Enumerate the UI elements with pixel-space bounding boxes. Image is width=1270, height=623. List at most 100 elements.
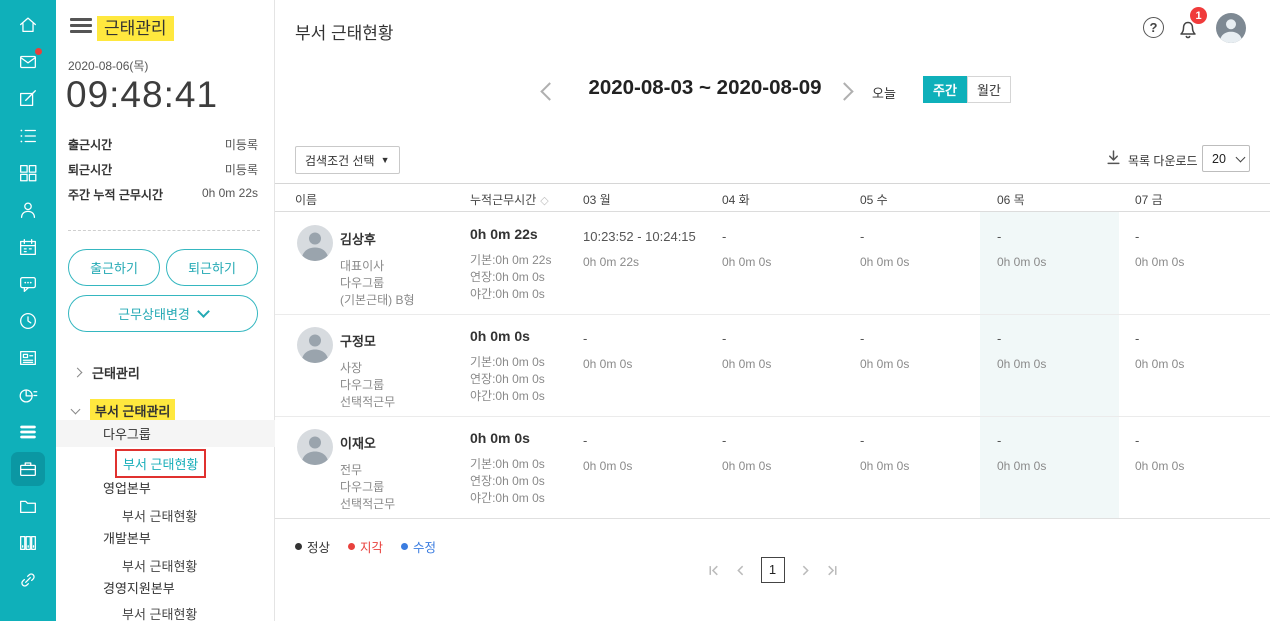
- current-time-clock: 09:48:41: [66, 74, 219, 115]
- employee-avatar: [297, 429, 333, 465]
- home-icon[interactable]: [16, 13, 40, 37]
- user-icon[interactable]: [16, 198, 40, 222]
- col-mon: 03 월: [583, 193, 611, 207]
- today-column-highlight: [980, 212, 1119, 518]
- current-date: 2020-08-06(목): [68, 59, 149, 73]
- employee-meta: 전무 다우그룹 선택적근무: [340, 463, 396, 511]
- tree-section-dept-attendance[interactable]: 부서 근태관리: [70, 399, 176, 422]
- download-icon[interactable]: [1105, 149, 1122, 171]
- apps-grid-icon[interactable]: [16, 161, 40, 185]
- hamburger-menu-icon[interactable]: [70, 18, 92, 34]
- col-thu: 06 목: [997, 193, 1025, 207]
- prev-week-chevron-icon[interactable]: [540, 82, 559, 101]
- employee-name[interactable]: 이재오: [340, 436, 376, 451]
- day-cell-time: -: [997, 331, 1002, 346]
- app-icon-rail: [0, 0, 56, 621]
- page-title: 부서 근태현황: [295, 24, 394, 43]
- day-cell-time: -: [1135, 331, 1140, 346]
- day-cell-time: -: [1135, 433, 1140, 448]
- day-cell-time: -: [997, 433, 1002, 448]
- today-button[interactable]: 오늘: [872, 86, 896, 101]
- main-content: 부서 근태현황 ? 1 2020-08-03 ~ 2020-08-09 오늘 주…: [275, 0, 1270, 621]
- table-row: 이재오 전무 다우그룹 선택적근무 0h 0m 0s 기본:0h 0m 0s 연장:0…: [275, 416, 1270, 519]
- col-tue: 04 화: [722, 193, 750, 207]
- tree-section-attendance[interactable]: 근태관리: [72, 363, 140, 382]
- employee-name[interactable]: 김상후: [340, 232, 376, 247]
- table-row: 김상후 대표이사 다우그룹 (기본근태) B형 0h 0m 22s 기본:0h 0m…: [275, 212, 1270, 315]
- employee-avatar: [297, 225, 333, 261]
- check-in-button[interactable]: 출근하기: [68, 249, 160, 286]
- clock-icon[interactable]: [16, 309, 40, 333]
- work-status-change-button[interactable]: 근무상태변경: [68, 295, 258, 332]
- employee-meta: 사장 다우그룹 선택적근무: [340, 361, 396, 409]
- day-cell-time: -: [860, 229, 865, 244]
- panel-title: 근태관리: [97, 14, 174, 41]
- tree-group-mgmt-support-hq[interactable]: 경영지원본부: [103, 581, 175, 596]
- menu-bars-icon[interactable]: [16, 420, 40, 444]
- col-name: 이름: [295, 193, 318, 207]
- tree-group-daou-group[interactable]: 다우그룹: [56, 420, 275, 447]
- worktime-breakdown: 기본:0h 0m 0s 연장:0h 0m 0s 야간:0h 0m 0s: [470, 355, 545, 403]
- first-page-icon[interactable]: [707, 564, 720, 577]
- day-cell-total: 0h 0m 0s: [722, 357, 772, 371]
- legend-normal: 정상: [295, 537, 330, 556]
- tree-group-dev-hq[interactable]: 개발본부: [103, 531, 151, 546]
- archive-icon[interactable]: [16, 531, 40, 555]
- profile-avatar[interactable]: [1216, 13, 1246, 43]
- tree-leaf-dept-status-sales[interactable]: 부서 근태현황: [122, 509, 198, 524]
- report-pie-icon[interactable]: [16, 383, 40, 407]
- employee-meta: 대표이사 다우그룹 (기본근태) B형: [340, 259, 415, 307]
- folder-icon[interactable]: [16, 494, 40, 518]
- view-week-button[interactable]: 주간: [923, 76, 967, 103]
- board-icon[interactable]: [16, 346, 40, 370]
- day-cell-total: 0h 0m 0s: [860, 357, 910, 371]
- mail-icon[interactable]: [16, 48, 42, 74]
- search-filter-dropdown[interactable]: 검색조건 선택 ▼: [295, 146, 400, 174]
- day-cell-total: 0h 0m 0s: [997, 459, 1047, 473]
- total-worktime: 0h 0m 0s: [470, 328, 530, 344]
- day-cell-total: 0h 0m 0s: [722, 459, 772, 473]
- worktime-breakdown: 기본:0h 0m 22s 연장:0h 0m 0s 야간:0h 0m 0s: [470, 253, 552, 301]
- calendar-icon[interactable]: [16, 235, 40, 259]
- last-page-icon[interactable]: [826, 564, 839, 577]
- link-icon[interactable]: [16, 568, 40, 592]
- briefcase-icon[interactable]: [11, 452, 45, 486]
- total-worktime: 0h 0m 22s: [470, 226, 538, 242]
- col-total-worktime[interactable]: 누적근무시간 ◇: [470, 193, 549, 207]
- normal-dot-icon: [295, 543, 302, 550]
- sort-icon: ◇: [540, 195, 549, 207]
- help-icon[interactable]: ?: [1143, 17, 1164, 38]
- edited-dot-icon: [401, 543, 409, 550]
- mail-unread-dot: [35, 48, 42, 55]
- worktime-breakdown: 기본:0h 0m 0s 연장:0h 0m 0s 야간:0h 0m 0s: [470, 457, 545, 505]
- tree-leaf-dept-status-mgmt[interactable]: 부서 근태현황: [122, 607, 198, 622]
- check-out-button[interactable]: 퇴근하기: [166, 249, 258, 286]
- notification-count-badge[interactable]: 1: [1190, 7, 1207, 24]
- day-cell-time: 10:23:52 - 10:24:15: [583, 229, 696, 244]
- current-page[interactable]: 1: [760, 557, 785, 583]
- col-wed: 05 수: [860, 193, 888, 207]
- view-month-button[interactable]: 월간: [967, 76, 1011, 103]
- compose-icon[interactable]: [16, 87, 40, 111]
- download-list-label[interactable]: 목록 다운로드: [1128, 154, 1198, 168]
- next-page-icon[interactable]: [799, 564, 812, 577]
- chevron-down-icon: [70, 404, 81, 414]
- day-cell-time: -: [722, 229, 727, 244]
- list-icon[interactable]: [16, 124, 40, 148]
- notification-bell-icon[interactable]: [1176, 16, 1200, 45]
- tree-group-sales-hq[interactable]: 영업본부: [103, 481, 151, 496]
- employee-avatar: [297, 327, 333, 363]
- day-cell-total: 0h 0m 22s: [583, 255, 640, 269]
- tree-leaf-dept-status-daou[interactable]: 부서 근태현황: [115, 449, 207, 478]
- prev-page-icon[interactable]: [734, 564, 747, 577]
- day-cell-total: 0h 0m 0s: [997, 357, 1047, 371]
- day-cell-time: -: [1135, 229, 1140, 244]
- page-size-select[interactable]: 20: [1202, 145, 1250, 172]
- chat-icon[interactable]: [16, 272, 40, 296]
- day-cell-time: -: [583, 433, 588, 448]
- legend-late: 지각: [348, 537, 383, 556]
- day-cell-time: -: [583, 331, 588, 346]
- employee-name[interactable]: 구정모: [340, 334, 376, 349]
- tree-leaf-dept-status-dev[interactable]: 부서 근태현황: [122, 559, 198, 574]
- day-cell-time: -: [722, 331, 727, 346]
